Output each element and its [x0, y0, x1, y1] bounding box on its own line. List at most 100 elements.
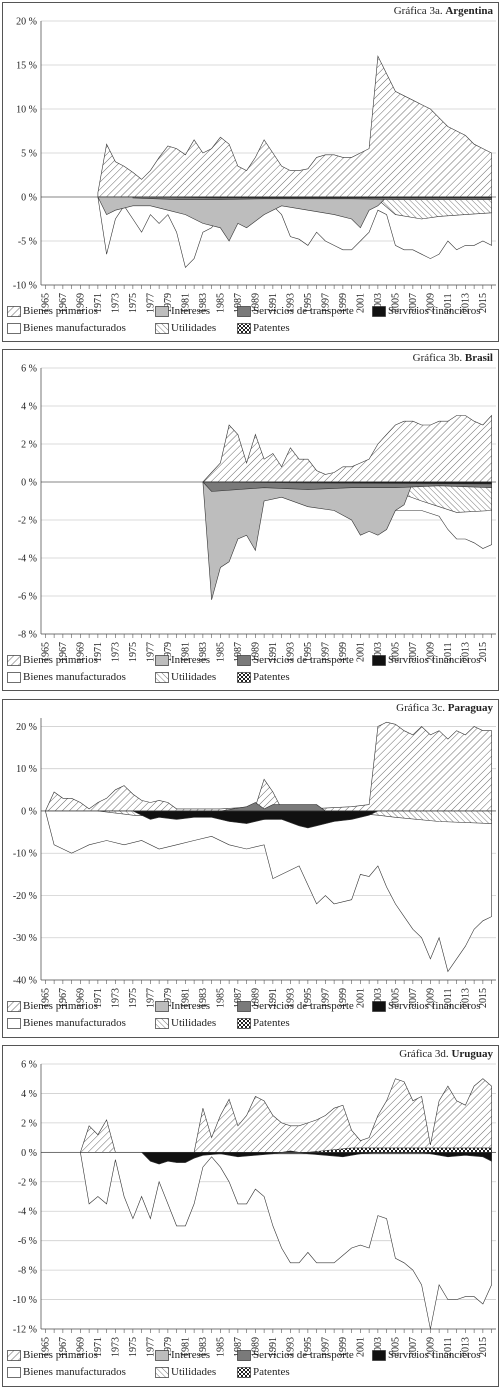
x-tick-label: 2007 [408, 293, 419, 313]
legend-item-bienes-manufacturados: Bienes manufacturados [7, 322, 126, 335]
x-tick-label: 2013 [460, 642, 471, 662]
legend-item-servicios-transporte: Servicios de transporte [237, 1349, 354, 1362]
y-tick-label: -2 % [18, 516, 37, 527]
x-tick-label: 1969 [75, 642, 86, 662]
legend-label: Servicios de transporte [253, 654, 354, 666]
legend-swatch [7, 1350, 21, 1361]
x-tick-label: 1975 [128, 1337, 139, 1357]
legend-swatch [237, 655, 251, 666]
chart-brasil: -8 % -6 % -4 % -2 % 0 % 2 % 4 % 6 % 1965 1967 1969… [18, 364, 496, 662]
legend-label: Servicios financieros [388, 654, 481, 666]
legend-item-bienes-primarios: Bienes primarios [7, 305, 98, 318]
x-tick-label: 2009 [425, 988, 436, 1008]
x-tick-label: 2003 [373, 642, 384, 662]
chart-title: Gráfica 3c. Paraguay [396, 702, 493, 714]
series-area-servicios-financieros [132, 810, 379, 829]
legend-swatch [155, 655, 169, 666]
x-tick-label: 2001 [355, 642, 366, 662]
legend-swatch [7, 655, 21, 666]
series-area-intereses [97, 196, 388, 242]
x-tick-label: 2013 [460, 1337, 471, 1357]
chart-panel-argentina: Gráfica 3a. Argentina -10 % -5 % 0 % 5 % 10 … [2, 2, 499, 342]
legend-swatch [237, 1018, 251, 1029]
legend-swatch [7, 1367, 21, 1378]
legend-swatch [7, 1018, 21, 1029]
x-tick-label: 1967 [58, 1337, 69, 1357]
legend-item-servicios-transporte: Servicios de transporte [237, 654, 354, 667]
legend-label: Intereses [171, 1349, 211, 1361]
y-tick-label: -4 % [18, 1207, 37, 1218]
series-area-intereses [202, 481, 414, 600]
x-tick-label: 1985 [215, 293, 226, 313]
y-tick-label: 4 % [21, 1089, 37, 1100]
legend-swatch [7, 672, 21, 683]
y-tick-label: -12 % [13, 1325, 37, 1336]
x-tick-label: 2013 [460, 988, 471, 1008]
chart-title: Gráfica 3a. Argentina [393, 5, 493, 17]
chart-argentina: -10 % -5 % 0 % 5 % 10 % 15 % 20 % 1965 1967 1969 1… [13, 17, 496, 313]
chart-title: Gráfica 3d. Uruguay [399, 1048, 493, 1060]
x-tick-label: 2007 [408, 988, 419, 1008]
legend-item-intereses: Intereses [155, 305, 210, 318]
y-tick-label: -4 % [18, 554, 37, 565]
legend-label: Patentes [253, 1017, 290, 1029]
x-tick-label: 1971 [93, 1337, 104, 1357]
legend-label: Bienes primarios [23, 1349, 98, 1361]
x-tick-label: 1965 [40, 293, 51, 313]
x-tick-label: 1981 [180, 1337, 191, 1357]
chart-paraguay: -40 % -30 % -20 % -10 % 0 % 10 % 20 % 1965 1967 1… [13, 718, 496, 1008]
legend-item-patentes: Patentes [237, 671, 290, 684]
x-tick-label: 1975 [128, 988, 139, 1008]
x-tick-label: 1971 [93, 642, 104, 662]
x-tick-label: 1971 [93, 293, 104, 313]
legend-swatch [237, 323, 251, 334]
legend-label: Servicios financieros [388, 1349, 481, 1361]
y-tick-label: 6 % [21, 1060, 37, 1071]
x-tick-label: 1965 [40, 642, 51, 662]
x-tick-label: 1999 [338, 988, 349, 1008]
legend-label: Bienes primarios [23, 305, 98, 317]
legend-swatch [155, 306, 169, 317]
legend-item-servicios-financieros: Servicios financieros [372, 305, 481, 318]
legend-label: Bienes manufacturados [23, 1017, 126, 1029]
y-tick-label: -10 % [13, 281, 37, 292]
x-tick-label: 1969 [75, 988, 86, 1008]
legend-swatch [237, 1350, 251, 1361]
legend-label: Utilidades [171, 322, 217, 334]
legend-swatch [155, 672, 169, 683]
x-tick-label: 2003 [373, 988, 384, 1008]
chart-panel-paraguay: Gráfica 3c. Paraguay -40 % -30 % -20 % -10 … [2, 699, 499, 1038]
legend-item-servicios-financieros: Servicios financieros [372, 1349, 481, 1362]
legend-item-bienes-manufacturados: Bienes manufacturados [7, 1366, 126, 1379]
legend-swatch [372, 1001, 386, 1012]
x-tick-label: 1985 [215, 1337, 226, 1357]
legend-swatch [7, 323, 21, 334]
legend-swatch [155, 1018, 169, 1029]
chart-uruguay: -12 % -10 % -8 % -6 % -4 % -2 % 0 % 2 % 4 % 6 % 19… [13, 1060, 496, 1357]
x-tick-label: 1983 [198, 293, 209, 313]
x-tick-label: 1995 [303, 642, 314, 662]
series-area-bienes-primarios [202, 414, 492, 483]
legend-item-bienes-manufacturados: Bienes manufacturados [7, 671, 126, 684]
legend-item-servicios-transporte: Servicios de transporte [237, 1000, 354, 1013]
legend-item-utilidades: Utilidades [155, 322, 216, 335]
legend-label: Bienes manufacturados [23, 322, 126, 334]
series-area-bienes-manufacturados [80, 1152, 492, 1330]
chart-panel-uruguay: Gráfica 3d. Uruguay -12 % -10 % -8 % -6 % -4… [2, 1045, 499, 1387]
x-tick-label: 2011 [443, 1337, 454, 1357]
y-tick-label: 20 % [16, 722, 37, 733]
x-tick-label: 2007 [408, 642, 419, 662]
x-tick-label: 1989 [250, 293, 261, 313]
legend-item-bienes-primarios: Bienes primarios [7, 1000, 98, 1013]
x-tick-label: 1975 [128, 293, 139, 313]
legend-label: Bienes manufacturados [23, 671, 126, 683]
x-tick-label: 1991 [268, 988, 279, 1008]
legend-swatch [155, 1001, 169, 1012]
x-tick-label: 1997 [320, 1337, 331, 1357]
x-tick-label: 1997 [320, 293, 331, 313]
x-tick-label: 1995 [303, 293, 314, 313]
series-area-servicios-transporte [220, 802, 327, 812]
legend-item-intereses: Intereses [155, 1349, 210, 1362]
x-tick-label: 1965 [40, 1337, 51, 1357]
x-tick-label: 1981 [180, 293, 191, 313]
